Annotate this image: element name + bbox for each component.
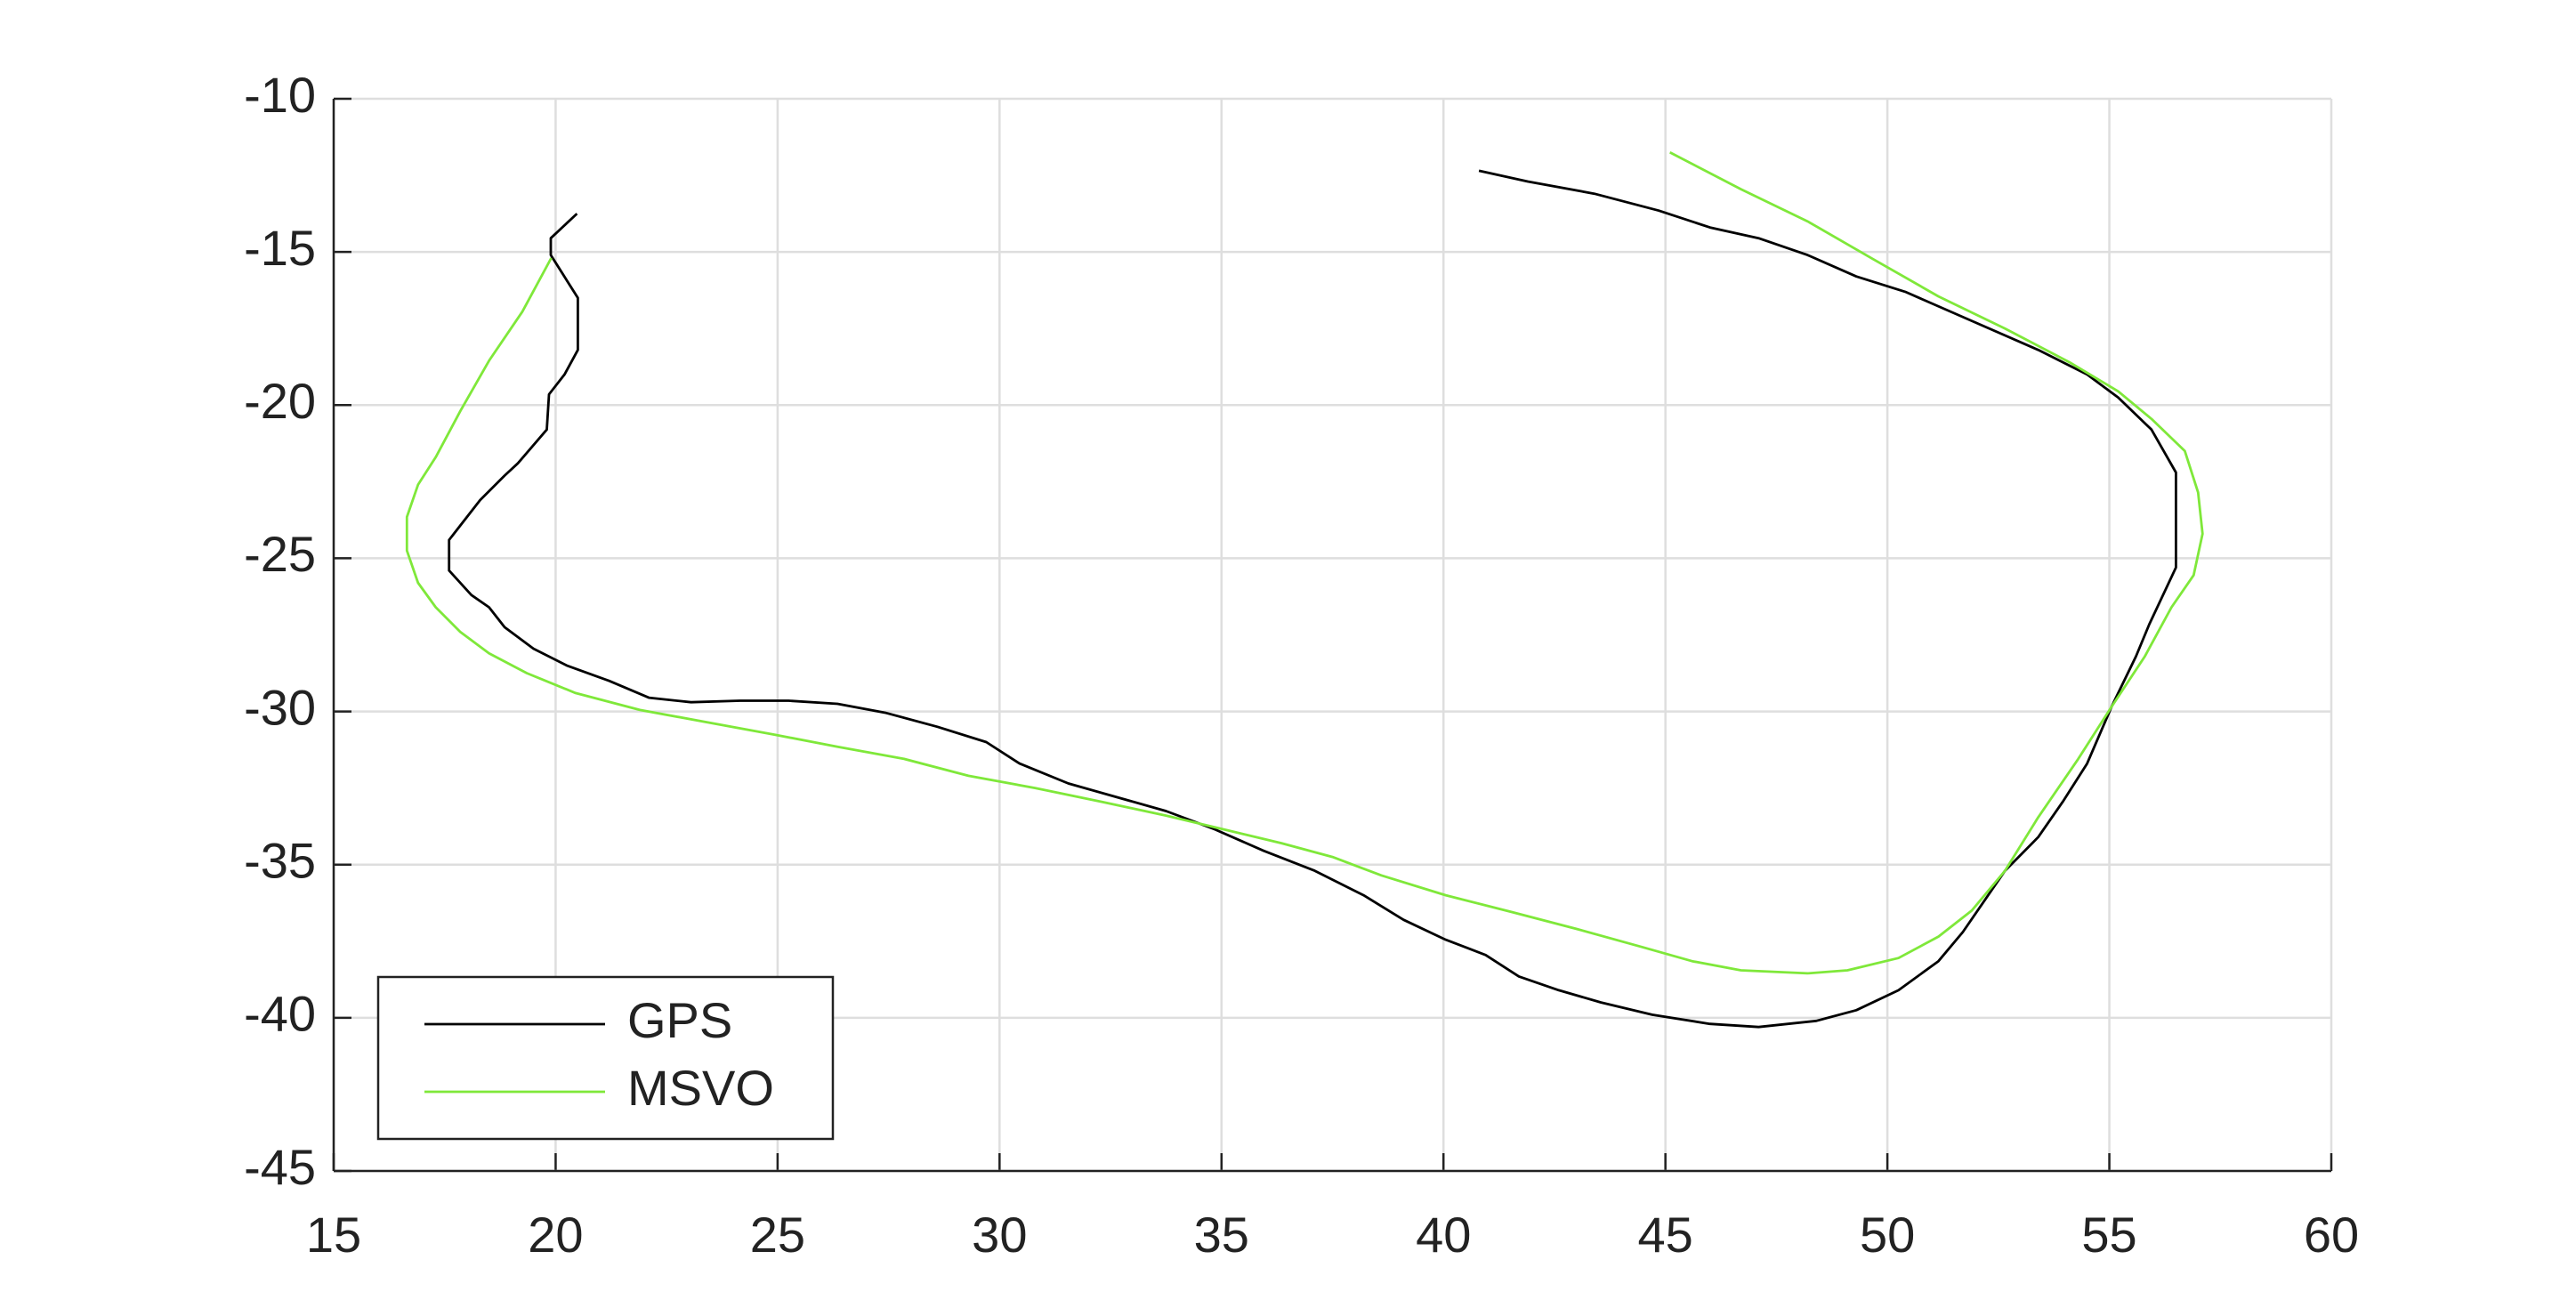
x-tick-label: 15 [306, 1207, 361, 1263]
x-tick-label: 30 [972, 1207, 1027, 1263]
y-tick-label: -30 [244, 679, 316, 735]
y-tick-label: -45 [244, 1139, 316, 1195]
x-tick-label: 25 [750, 1207, 805, 1263]
data-line [405, 151, 2204, 975]
legend: GPS MSVO [376, 975, 835, 1141]
y-tick-label: -25 [244, 526, 316, 582]
y-tick-label: -35 [244, 833, 316, 889]
y-tick-label: -40 [244, 986, 316, 1042]
legend-label: GPS [627, 992, 732, 1048]
legend-label: MSVO [627, 1060, 774, 1116]
legend-box [376, 975, 835, 1141]
data-line [448, 169, 2177, 1029]
y-tick-label: -20 [244, 373, 316, 429]
x-tick-label: 35 [1194, 1207, 1249, 1263]
x-tick-label: 55 [2081, 1207, 2136, 1263]
x-tick-label: 45 [1638, 1207, 1693, 1263]
y-tick-label: -15 [244, 220, 316, 276]
x-tick-label: 50 [1860, 1207, 1915, 1263]
x-tick-label: 40 [1416, 1207, 1471, 1263]
y-tick-label: -10 [244, 67, 316, 123]
x-tick-label: 60 [2304, 1207, 2359, 1263]
x-tick-label: 20 [528, 1207, 583, 1263]
